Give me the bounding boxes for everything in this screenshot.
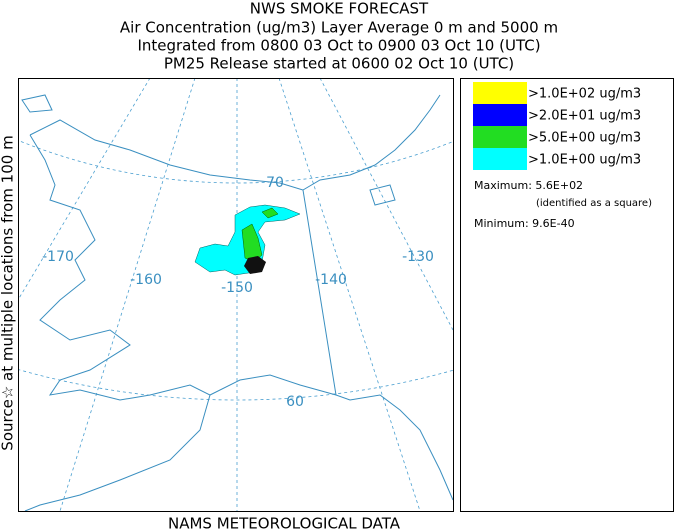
legend-label: >1.0E+02 ug/m3 bbox=[528, 87, 641, 102]
legend-swatch bbox=[473, 148, 527, 170]
graticule-label: 60 bbox=[286, 394, 304, 410]
coastline bbox=[24, 94, 453, 511]
map-frame bbox=[18, 78, 454, 512]
title: NWS SMOKE FORECAST bbox=[250, 0, 429, 18]
map: -170 -160 -150 -140 -130 70 60 bbox=[18, 78, 453, 511]
graticule-label: -130 bbox=[402, 249, 434, 265]
graticule-label: 70 bbox=[266, 175, 284, 191]
legend-label: >2.0E+01 ug/m3 bbox=[528, 109, 641, 124]
legend-swatch bbox=[473, 82, 527, 104]
subtitle: Air Concentration (ug/m3) Layer Average … bbox=[120, 19, 558, 37]
legend-swatch bbox=[473, 104, 527, 126]
minimum: Minimum: 9.6E-40 bbox=[474, 217, 575, 230]
source-cluster bbox=[244, 256, 266, 274]
legend-label: >5.0E+00 ug/m3 bbox=[528, 131, 641, 146]
footer: NAMS METEOROLOGICAL DATA bbox=[168, 515, 401, 532]
legend: >1.0E+02 ug/m3 >2.0E+01 ug/m3 >5.0E+00 ug/… bbox=[473, 82, 641, 170]
side-label: Source☆ at multiple locations from 100 m bbox=[0, 135, 17, 450]
plume bbox=[194, 204, 301, 276]
coast-detail bbox=[21, 94, 396, 206]
maximum-note: (identified as a square) bbox=[536, 198, 652, 209]
graticule bbox=[18, 78, 453, 511]
legend-swatch bbox=[473, 126, 527, 148]
graticule-label: -140 bbox=[315, 272, 347, 288]
maximum: Maximum: 5.6E+02 bbox=[474, 179, 583, 192]
graticule-label: -150 bbox=[221, 280, 253, 296]
graticule-label: -160 bbox=[130, 272, 162, 288]
subtitle: Integrated from 0800 03 Oct to 0900 03 O… bbox=[137, 37, 540, 55]
legend-label: >1.0E+00 ug/m3 bbox=[528, 153, 641, 168]
legend-frame bbox=[460, 78, 674, 512]
graticule-label: -170 bbox=[42, 249, 74, 265]
subtitle: PM25 Release started at 0600 02 Oct 10 (… bbox=[164, 55, 514, 73]
